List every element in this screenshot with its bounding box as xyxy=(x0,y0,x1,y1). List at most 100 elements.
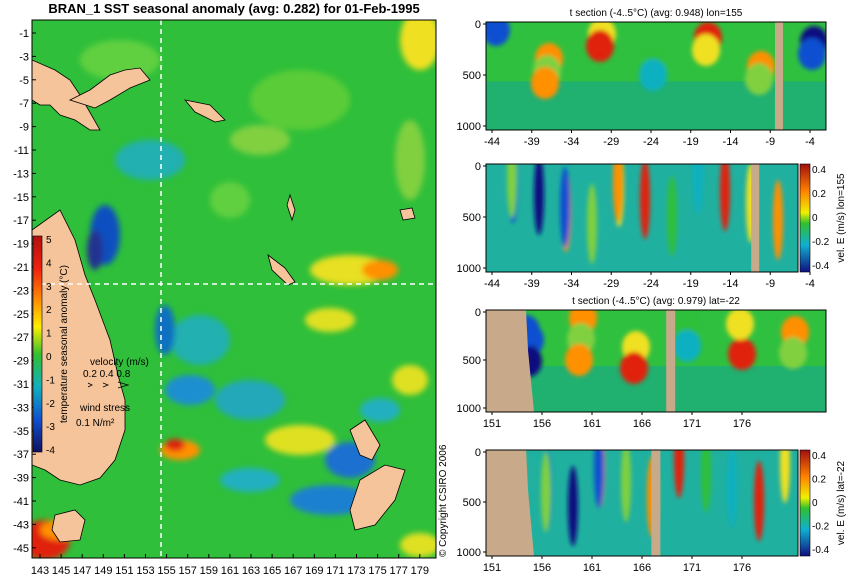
velocity-label: velocity (m/s) xyxy=(90,357,149,368)
x-tick-label: -34 xyxy=(564,136,580,148)
x-tick-label: -9 xyxy=(765,136,775,148)
land-mask xyxy=(666,310,676,412)
x-tick-label: 166 xyxy=(633,418,651,430)
tasmania-land xyxy=(51,509,86,543)
depth-tick-label: 0 xyxy=(475,307,481,319)
depth-tick-label: 1000 xyxy=(457,263,481,275)
velocity-colorbar xyxy=(799,163,811,273)
lat-tick-label: -27 xyxy=(13,332,29,344)
land-mask xyxy=(486,310,534,412)
solomon-islands-land xyxy=(183,99,226,123)
lon-tick-label: 161 xyxy=(221,565,239,577)
lon-tick-label: 179 xyxy=(411,565,429,577)
x-tick-label: 151 xyxy=(483,418,501,430)
x-tick-label: 161 xyxy=(583,418,601,430)
x-tick-label: -19 xyxy=(683,278,699,290)
section-panel-1: t section (-4..5°C) (avg: 0.948) lon=155… xyxy=(457,8,827,148)
vanuatu-land xyxy=(286,193,296,222)
land-mask xyxy=(751,164,760,272)
copyright-notice: © Copyright CSIRO 2006 xyxy=(438,444,449,557)
depth-tick-label: 0 xyxy=(475,19,481,31)
velocity-colorbar xyxy=(799,449,811,557)
velocity-scale: 0.2 0.4 0.8 xyxy=(83,369,131,380)
panel-title: t section (-4..5°C) (avg: 0.948) lon=155 xyxy=(570,8,743,19)
depth-tick-label: 500 xyxy=(463,355,481,367)
x-tick-label: -4 xyxy=(805,136,815,148)
velocity-colorbar-label: vel. E (m/s) lat=-22 xyxy=(836,460,847,545)
new-caledonia-land xyxy=(267,253,296,286)
velocity-colorbar-tick: 0.4 xyxy=(812,165,826,176)
colorbar-label: temperature seasonal anomaly (°C) xyxy=(59,265,70,423)
x-tick-label: -19 xyxy=(683,136,699,148)
sst-colorbar xyxy=(32,235,43,453)
map-lon-axis: 143 145 147 149 151 153 155 157 159 161 163 165 167 1… xyxy=(31,554,429,577)
velocity-colorbar-tick: 0 xyxy=(812,498,818,509)
lat-tick-label: -35 xyxy=(13,426,29,438)
velocity-colorbar-label: vel. E (m/s) lon=155 xyxy=(836,173,847,263)
new-zealand-south-land xyxy=(349,464,406,531)
colorbar-tick-label: -2 xyxy=(46,399,55,410)
velocity-colorbar-tick: -0.4 xyxy=(812,545,830,556)
colorbar-tick-label: 0 xyxy=(46,352,52,363)
x-tick-label: -4 xyxy=(805,278,815,290)
x-tick-label: -39 xyxy=(524,136,540,148)
map-frame xyxy=(31,19,437,559)
velocity-colorbar-tick: -0.2 xyxy=(812,522,830,533)
x-tick-label: -14 xyxy=(723,136,739,148)
x-tick-label: 166 xyxy=(633,562,651,574)
lat-tick-label: -33 xyxy=(13,402,29,414)
lon-tick-label: 169 xyxy=(305,565,323,577)
velocity-arrows xyxy=(87,381,130,389)
lat-tick-label: -11 xyxy=(14,145,29,157)
x-tick-label: 151 xyxy=(483,562,501,574)
land-mask xyxy=(775,22,783,130)
lon-tick-label: 145 xyxy=(52,565,70,577)
x-tick-label: 161 xyxy=(583,562,601,574)
sst-colorbar-ticks: 5 4 3 2 1 0 -1 -2 -3 -4 xyxy=(46,235,55,457)
lon-tick-label: 155 xyxy=(157,565,175,577)
velocity-colorbar-tick: 0.2 xyxy=(812,189,826,200)
section-panel-2: 0 500 1000-44 -39 -34 -29 -24 -19 -14 -9 -4 0.4 0.2 0… xyxy=(457,161,847,290)
section-field xyxy=(486,310,826,412)
lon-tick-label: 159 xyxy=(200,565,218,577)
section-field xyxy=(486,164,798,272)
map-title: BRAN_1 SST seasonal anomaly (avg: 0.282)… xyxy=(48,1,419,16)
velocity-colorbar-tick: 0.4 xyxy=(812,451,826,462)
section-patches xyxy=(486,22,826,99)
wind-stress-scale: 0.1 N/m² xyxy=(76,418,115,429)
x-tick-label: 156 xyxy=(533,562,551,574)
lat-tick-label: -31 xyxy=(13,379,29,391)
colorbar-tick-label: 1 xyxy=(46,329,52,340)
lat-tick-label: -39 xyxy=(13,473,29,485)
colorbar-tick-label: 2 xyxy=(46,305,52,316)
section-field xyxy=(486,22,826,130)
velocity-colorbar-tick: -0.2 xyxy=(812,237,830,248)
depth-tick-label: 500 xyxy=(463,70,481,82)
fiji-land xyxy=(399,207,416,221)
x-tick-label: -24 xyxy=(643,278,659,290)
lat-tick-label: -9 xyxy=(19,122,29,134)
lon-tick-label: 175 xyxy=(368,565,386,577)
lat-tick-label: -25 xyxy=(13,309,29,321)
x-tick-label: 176 xyxy=(733,562,751,574)
lon-tick-label: 143 xyxy=(31,565,49,577)
section-patches xyxy=(507,164,783,264)
lat-tick-label: -13 xyxy=(13,168,29,180)
lon-tick-label: 153 xyxy=(136,565,154,577)
x-tick-label: -44 xyxy=(484,278,500,290)
lon-tick-label: 171 xyxy=(326,565,344,577)
sst-anomaly-map xyxy=(32,20,436,558)
lat-tick-label: -5 xyxy=(19,75,29,87)
lat-tick-label: -43 xyxy=(13,519,29,531)
lon-tick-label: 151 xyxy=(115,565,133,577)
lat-tick-label: -29 xyxy=(13,356,29,368)
colorbar-tick-label: 5 xyxy=(46,235,52,246)
lat-tick-label: -37 xyxy=(13,449,29,461)
lon-tick-label: 177 xyxy=(390,565,408,577)
depth-tick-label: 0 xyxy=(475,447,481,459)
section-background xyxy=(486,450,798,556)
land-mask xyxy=(486,450,534,556)
lon-tick-label: 149 xyxy=(94,565,112,577)
lon-tick-label: 167 xyxy=(284,565,302,577)
